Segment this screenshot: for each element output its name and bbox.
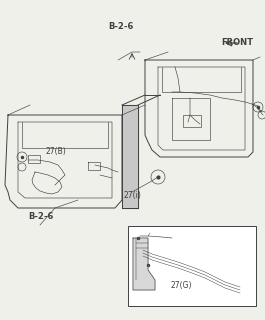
Text: 27(i): 27(i) (123, 191, 142, 200)
Bar (128, 226, 256, 306)
Text: B-2-6: B-2-6 (28, 212, 54, 221)
Text: 27(G): 27(G) (171, 281, 192, 290)
Text: 27(B): 27(B) (45, 147, 66, 156)
Polygon shape (122, 105, 138, 208)
Bar (183, 115, 201, 127)
Polygon shape (133, 238, 155, 290)
Bar (28, 155, 40, 163)
Text: FRONT: FRONT (221, 38, 253, 47)
Text: B-2-6: B-2-6 (108, 22, 133, 31)
